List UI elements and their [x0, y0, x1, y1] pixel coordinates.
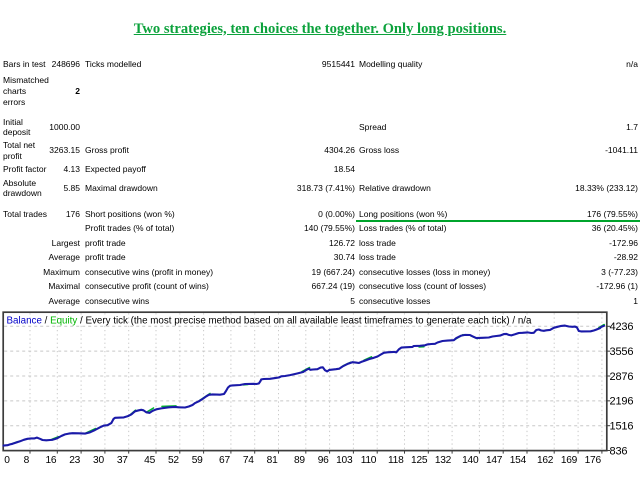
svg-text:836: 836	[610, 445, 628, 457]
svg-text:81: 81	[267, 455, 278, 466]
svg-text:176: 176	[585, 455, 602, 466]
svg-text:89: 89	[294, 455, 305, 466]
svg-text:1516: 1516	[610, 421, 634, 433]
svg-text:3556: 3556	[610, 346, 634, 358]
svg-text:103: 103	[336, 455, 353, 466]
svg-text:2196: 2196	[610, 396, 634, 408]
svg-text:132: 132	[435, 455, 452, 466]
svg-text:8: 8	[24, 455, 30, 466]
svg-text:45: 45	[144, 455, 155, 466]
svg-text:96: 96	[318, 455, 329, 466]
svg-text:118: 118	[388, 455, 404, 466]
svg-text:0: 0	[4, 455, 10, 466]
svg-text:23: 23	[69, 455, 80, 466]
svg-text:140: 140	[462, 455, 479, 466]
svg-text:110: 110	[361, 455, 377, 466]
svg-text:74: 74	[243, 455, 254, 466]
svg-text:37: 37	[117, 455, 128, 466]
svg-text:162: 162	[537, 455, 554, 466]
svg-text:16: 16	[45, 455, 56, 466]
svg-text:4236: 4236	[610, 321, 634, 333]
svg-text:169: 169	[561, 455, 578, 466]
svg-text:125: 125	[411, 455, 428, 466]
svg-text:52: 52	[168, 455, 179, 466]
svg-text:67: 67	[219, 455, 230, 466]
svg-text:2876: 2876	[610, 371, 634, 383]
svg-text:147: 147	[486, 455, 503, 466]
svg-text:154: 154	[510, 455, 527, 466]
svg-text:Balance / Equity / Every tick: Balance / Equity / Every tick (the most …	[7, 316, 533, 327]
svg-text:30: 30	[93, 455, 104, 466]
svg-text:59: 59	[192, 455, 203, 466]
